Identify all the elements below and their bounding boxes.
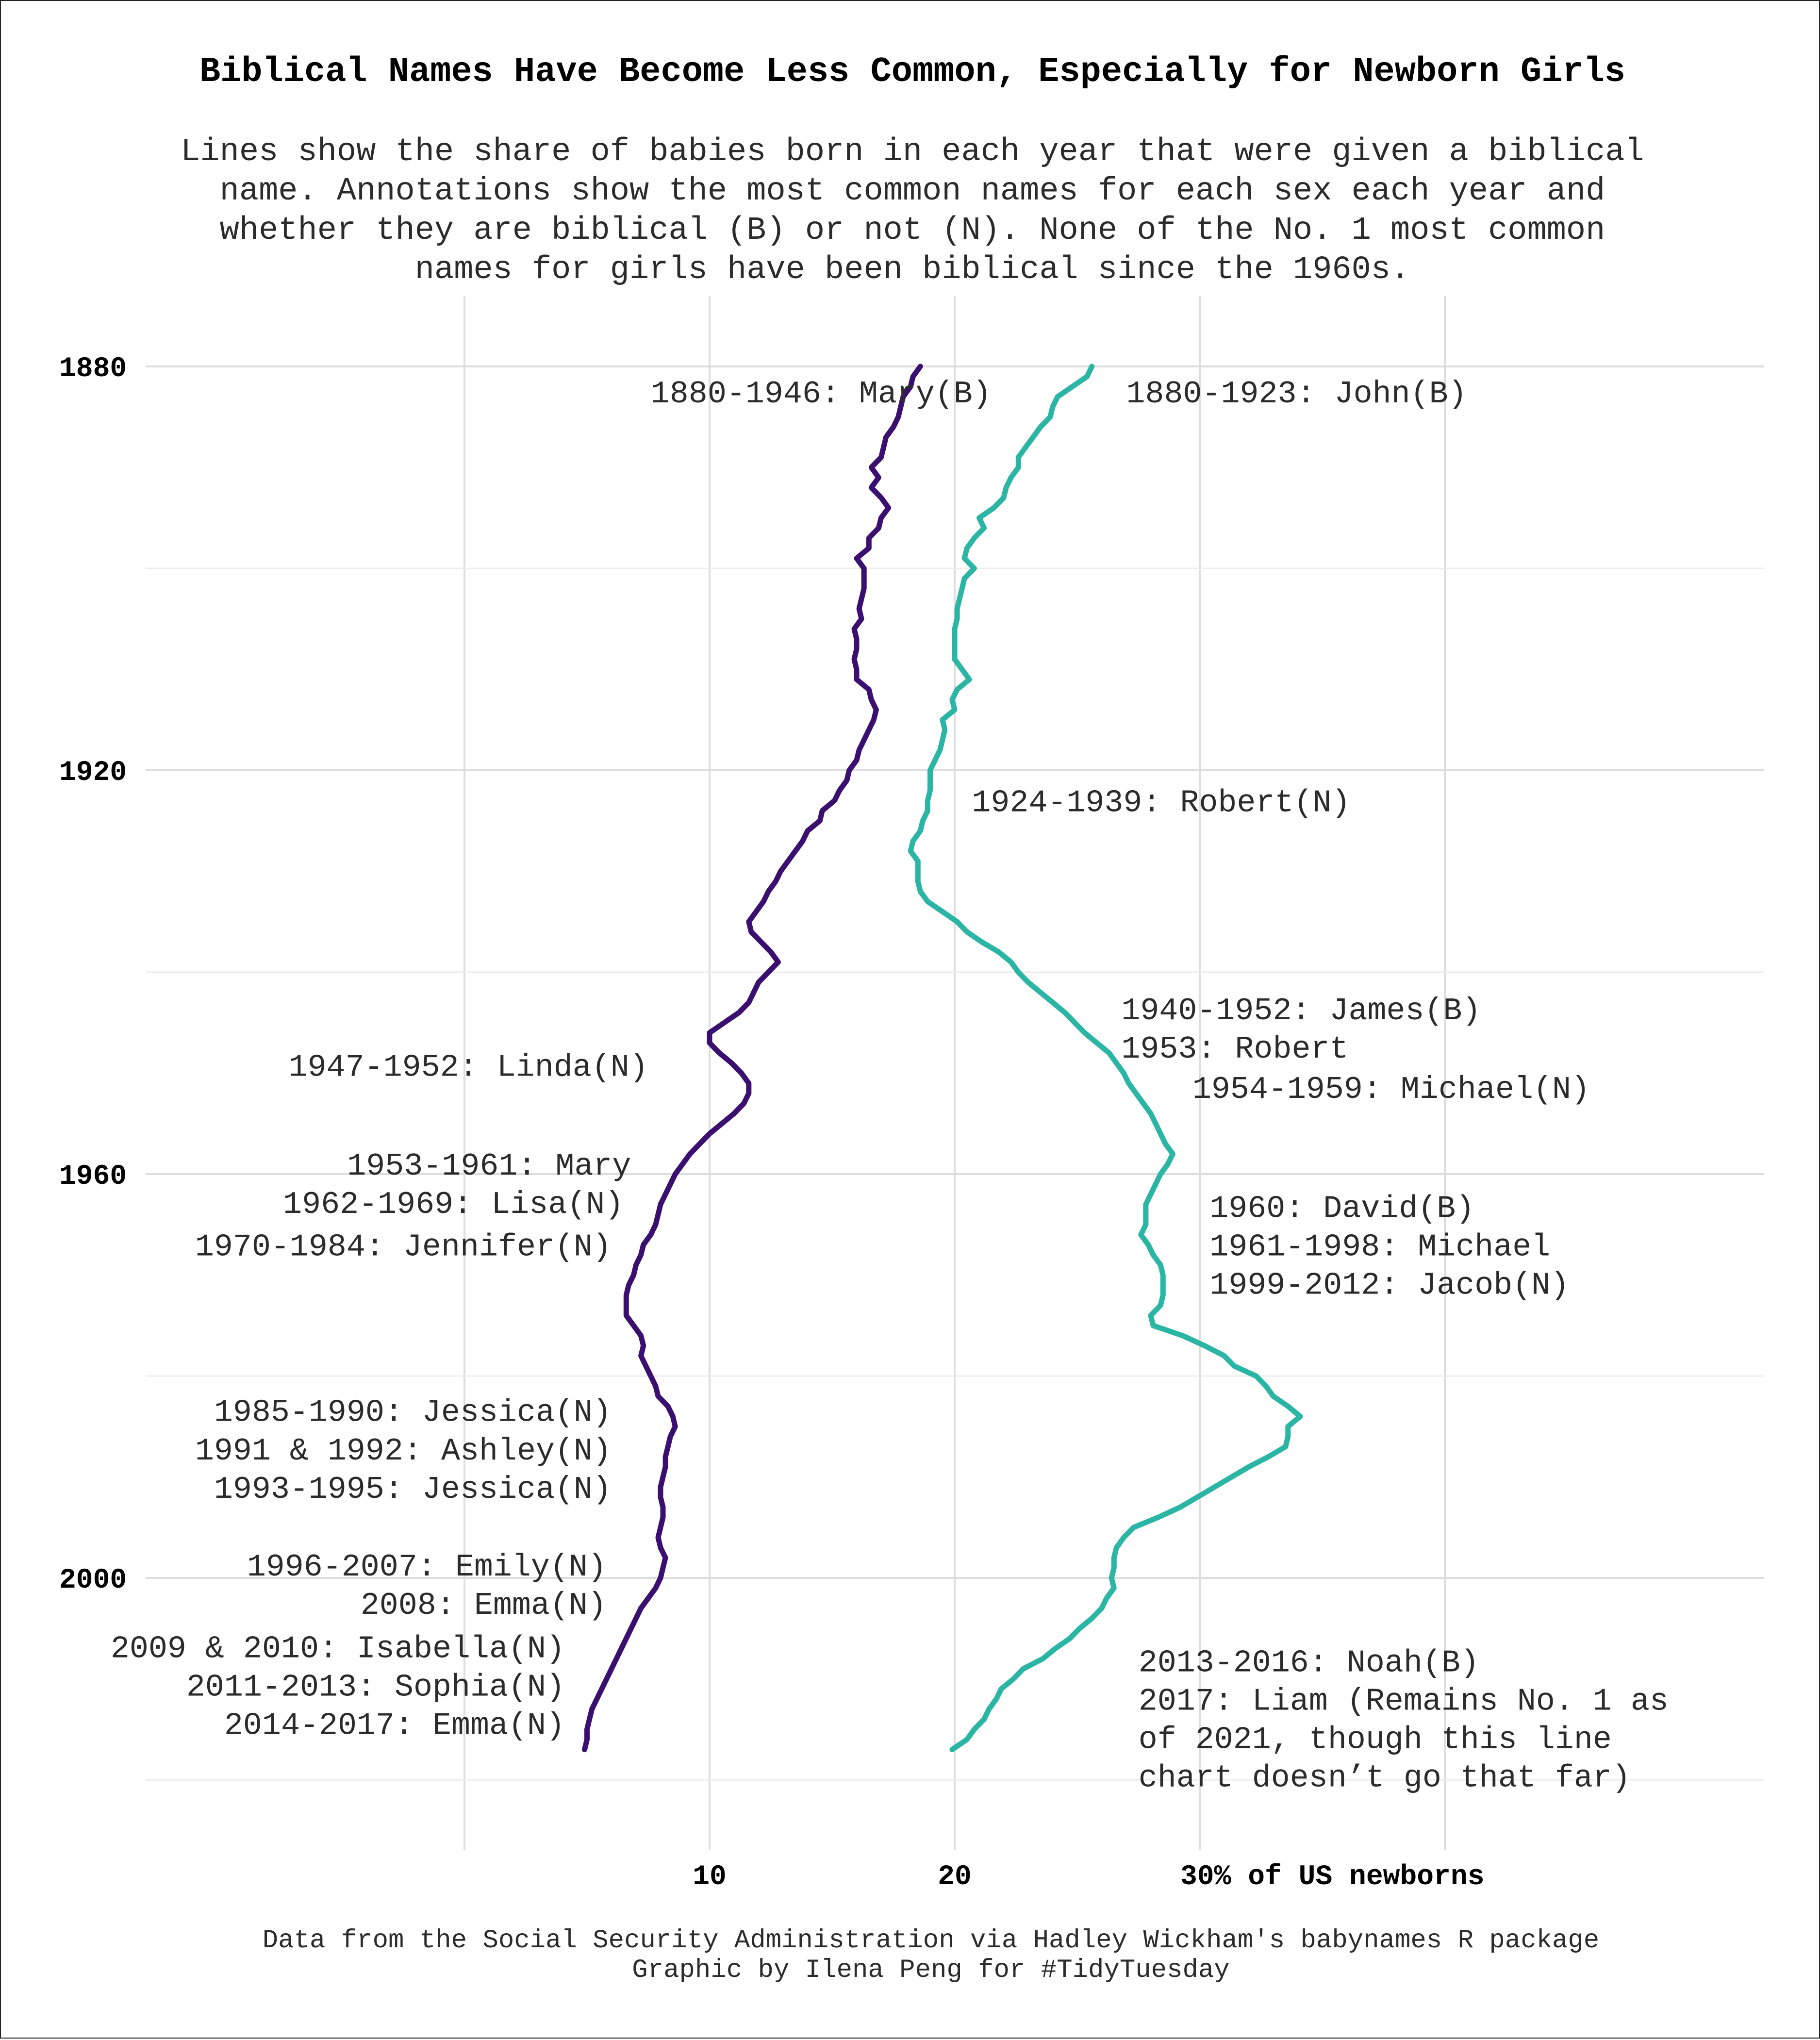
annotation-girls: 1991 & 1992: Ashley(N) [195,1433,612,1469]
annotation-boys: 1924-1939: Robert(N) [972,785,1350,821]
annotation-girls: 1993-1995: Jessica(N) [214,1472,612,1508]
series-line-girls [582,364,923,1753]
annotation-girls: 1953-1961: Mary [347,1148,631,1184]
annotation-girls: 1962-1969: Lisa(N) [283,1187,624,1223]
series-lines [582,364,1303,1753]
annotation-girls: 1996-2007: Emily(N) [247,1549,607,1585]
annotation-girls: 2011-2013: Sophia(N) [186,1669,565,1705]
annotation-boys: 1953: Robert [1121,1031,1348,1067]
caption-line: Data from the Social Security Administra… [263,1926,1599,1956]
y-tick-label: 1920 [59,757,127,789]
x-tick-label: 20 [938,1861,972,1893]
annotation-girls: 1970-1984: Jennifer(N) [195,1229,612,1265]
x-tick-label: 30% of US newborns [1180,1861,1485,1893]
x-tick-label: 10 [693,1861,727,1893]
annotation-boys: 2017: Liam (Remains No. 1 as [1139,1684,1669,1720]
annotation-boys: 1880-1923: John(B) [1126,376,1467,412]
annotation-boys: 1961-1998: Michael [1209,1229,1550,1265]
axis-ticks: 1880 1920 1960 2000 10 20 30% of US newborns [59,353,1485,1893]
annotation-girls: 1985-1990: Jessica(N) [214,1395,612,1431]
chart-subtitle-line: whether they are biblical (B) or not (N)… [220,212,1605,249]
chart-subtitle-line: name. Annotations show the most common n… [220,173,1605,210]
annotation-girls: 2008: Emma(N) [361,1588,607,1624]
annotation-girls: 2014-2017: Emma(N) [224,1708,565,1744]
series-line-boys [908,364,1303,1753]
annotation-boys: 1954-1959: Michael(N) [1192,1072,1590,1108]
y-tick-label: 1880 [59,353,127,385]
annotation-girls: 2009 & 2010: Isabella(N) [111,1631,565,1667]
annotation-boys: 1999-2012: Jacob(N) [1209,1268,1569,1304]
annotation-girls: 1880-1946: Mary(B) [651,376,992,412]
chart-subtitle-line: Lines show the share of babies born in e… [181,133,1644,170]
annotations: 1880-1946: Mary(B) 1947-1952: Linda(N) 195… [111,376,1669,1796]
chart-title: Biblical Names Have Become Less Common, … [199,52,1625,92]
y-tick-label: 1960 [59,1161,127,1193]
chart-subtitle-line: names for girls have been biblical since… [415,251,1410,288]
annotation-boys: 2013-2016: Noah(B) [1139,1645,1479,1681]
annotation-girls: 1947-1952: Linda(N) [289,1049,648,1085]
grid [146,296,1764,1850]
annotation-boys: 1940-1952: James(B) [1121,993,1481,1029]
annotation-boys: of 2021, though this line [1139,1722,1612,1758]
annotation-boys: chart doesn’t go that far) [1139,1760,1631,1796]
annotation-boys: 1960: David(B) [1209,1191,1474,1227]
y-tick-label: 2000 [59,1565,127,1596]
caption-line: Graphic by Ilena Peng for #TidyTuesday [632,1956,1229,1985]
